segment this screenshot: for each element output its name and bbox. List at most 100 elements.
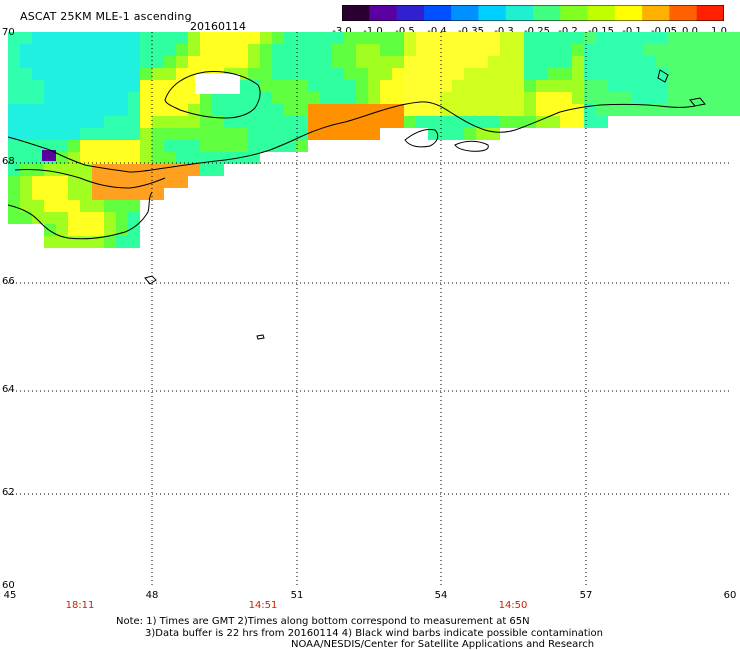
data-cell [164, 56, 176, 68]
data-cell [368, 116, 380, 128]
data-cell [668, 92, 680, 104]
data-cell [716, 56, 728, 68]
data-cell [44, 56, 56, 68]
data-cell [200, 140, 212, 152]
data-cell [8, 140, 20, 152]
data-cell [620, 44, 632, 56]
data-cell [20, 56, 32, 68]
data-cell [152, 176, 164, 188]
data-cell [68, 128, 80, 140]
data-cell [140, 44, 152, 56]
data-cell [284, 68, 296, 80]
lat-label: 66 [2, 276, 15, 287]
data-cell [392, 116, 404, 128]
data-cell [68, 116, 80, 128]
coastline-island-1 [144, 275, 157, 285]
data-cell [176, 176, 188, 188]
data-cell [344, 92, 356, 104]
data-cell [128, 236, 140, 248]
data-cell [272, 68, 284, 80]
data-cell [272, 140, 284, 152]
data-cell [380, 104, 392, 116]
data-cell [260, 56, 272, 68]
data-cell [332, 104, 344, 116]
data-cell [308, 44, 320, 56]
data-cell [356, 92, 368, 104]
data-cell [668, 104, 680, 116]
data-cell [32, 116, 44, 128]
data-cell [56, 188, 68, 200]
data-cell [68, 80, 80, 92]
data-cell [512, 68, 524, 80]
data-cell [452, 32, 464, 44]
data-cell [32, 44, 44, 56]
colorbar-swatch [369, 5, 398, 21]
data-cell [32, 200, 44, 212]
lon-label: 51 [290, 590, 304, 601]
data-cell [644, 32, 656, 44]
data-cell [20, 80, 32, 92]
data-cell [332, 32, 344, 44]
data-cell [128, 188, 140, 200]
data-cell [716, 104, 728, 116]
data-cell [680, 44, 692, 56]
data-cell [20, 116, 32, 128]
data-cell [224, 140, 236, 152]
data-cell [236, 152, 248, 164]
data-cell [104, 68, 116, 80]
data-cell [644, 80, 656, 92]
data-cell [512, 92, 524, 104]
data-cell [236, 140, 248, 152]
data-cell [404, 80, 416, 92]
data-cell [476, 104, 488, 116]
data-cell [452, 44, 464, 56]
data-cell [596, 44, 608, 56]
data-cell [80, 212, 92, 224]
data-cell [152, 104, 164, 116]
data-cell [704, 56, 716, 68]
data-cell [44, 104, 56, 116]
colorbar-swatch [342, 5, 370, 21]
data-cell [404, 92, 416, 104]
data-cell [692, 68, 704, 80]
data-cell [140, 164, 152, 176]
data-cell [92, 92, 104, 104]
data-cell [704, 104, 716, 116]
data-cell [260, 92, 272, 104]
data-cell [704, 44, 716, 56]
data-cell [416, 44, 428, 56]
data-cell [548, 92, 560, 104]
data-cell [728, 56, 740, 68]
data-cell [152, 80, 164, 92]
data-cell [8, 56, 20, 68]
data-cell [332, 92, 344, 104]
data-cell [56, 44, 68, 56]
data-cell [284, 44, 296, 56]
data-cell [224, 152, 236, 164]
data-cell [116, 200, 128, 212]
data-cell [140, 116, 152, 128]
data-cell [56, 236, 68, 248]
data-cell [428, 56, 440, 68]
data-cell [404, 68, 416, 80]
data-cell [32, 128, 44, 140]
data-cell [296, 56, 308, 68]
data-cell [440, 104, 452, 116]
data-cell [248, 128, 260, 140]
data-cell [80, 116, 92, 128]
colorbar-label: -1.0 [363, 26, 383, 37]
data-cell [188, 164, 200, 176]
data-cell [344, 104, 356, 116]
data-cell [140, 188, 152, 200]
data-cell [8, 164, 20, 176]
data-cell [80, 80, 92, 92]
data-cell [464, 56, 476, 68]
data-cell [668, 32, 680, 44]
data-cell [92, 44, 104, 56]
data-cell [500, 92, 512, 104]
data-cell [296, 140, 308, 152]
data-cell [524, 80, 536, 92]
data-cell [212, 32, 224, 44]
data-cell [164, 80, 176, 92]
colorbar-swatch [533, 5, 561, 21]
